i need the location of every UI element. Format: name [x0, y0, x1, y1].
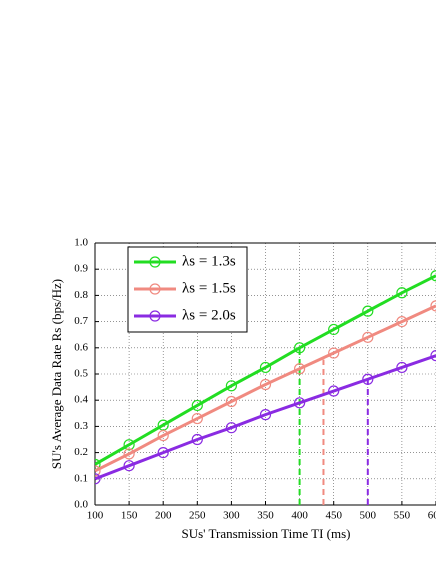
marker — [157, 429, 169, 442]
x-tick-label: 350 — [257, 510, 274, 522]
x-tick-label: 200 — [155, 510, 172, 522]
y-tick-label: 0.5 — [74, 368, 88, 380]
x-tick-label: 500 — [360, 510, 377, 522]
marker — [95, 473, 101, 485]
marker — [294, 397, 306, 409]
marker — [95, 465, 101, 477]
y-tick-label: 0.2 — [74, 446, 88, 458]
legend-marker — [149, 283, 161, 295]
y-tick-label: 0.1 — [74, 472, 88, 484]
y-tick-label: 0.4 — [74, 394, 88, 406]
marker — [328, 385, 340, 397]
x-tick-label: 100 — [87, 510, 104, 522]
y-tick-label: 0.6 — [74, 341, 88, 353]
y-tick-label: 0.0 — [74, 499, 88, 511]
marker — [430, 270, 436, 282]
marker — [259, 361, 272, 374]
marker — [157, 447, 169, 459]
marker — [294, 363, 306, 375]
series-line — [95, 354, 436, 481]
y-tick-label: 0.9 — [74, 263, 88, 275]
legend-marker — [149, 310, 161, 322]
marker — [259, 378, 272, 391]
marker — [95, 458, 101, 470]
x-tick-label: 450 — [325, 510, 342, 522]
marker — [294, 342, 306, 354]
y-tick-label: 0.8 — [74, 289, 88, 301]
legend-label: λs = 1.3s — [182, 253, 236, 269]
marker — [362, 373, 374, 385]
series-line — [95, 304, 436, 473]
x-tick-label: 300 — [223, 510, 240, 522]
x-tick-label: 400 — [291, 510, 308, 522]
marker — [191, 433, 203, 446]
x-tick-label: 550 — [394, 510, 411, 522]
x-tick-label: 600 — [428, 510, 436, 522]
x-tick-label: 250 — [189, 510, 206, 522]
marker — [191, 399, 203, 412]
marker — [430, 300, 436, 312]
marker — [123, 460, 135, 472]
y-axis-label: SU's Average Data Rate Rs (bps/Hz) — [49, 279, 64, 469]
marker — [225, 422, 237, 434]
marker — [430, 350, 436, 362]
legend-label: λs = 2.0s — [182, 307, 236, 323]
marker — [396, 316, 408, 328]
y-tick-label: 0.7 — [74, 315, 88, 327]
marker — [362, 331, 374, 343]
marker — [396, 361, 408, 374]
marker — [225, 380, 237, 392]
marker — [123, 439, 135, 451]
legend-marker — [149, 256, 161, 268]
marker — [362, 305, 374, 317]
marker — [328, 323, 340, 336]
y-tick-label: 0.3 — [74, 420, 88, 432]
marker — [396, 287, 408, 299]
x-axis-label: SUs' Transmission Time TI (ms) — [182, 526, 351, 541]
marker — [191, 412, 203, 425]
y-tick-label: 1.0 — [74, 237, 88, 249]
legend-label: λs = 1.5s — [182, 280, 236, 296]
plot-area — [95, 270, 436, 505]
marker — [123, 448, 135, 460]
marker — [259, 409, 272, 421]
series-line — [95, 274, 436, 466]
marker — [225, 395, 237, 408]
marker — [328, 347, 340, 359]
x-tick-label: 150 — [121, 510, 138, 522]
